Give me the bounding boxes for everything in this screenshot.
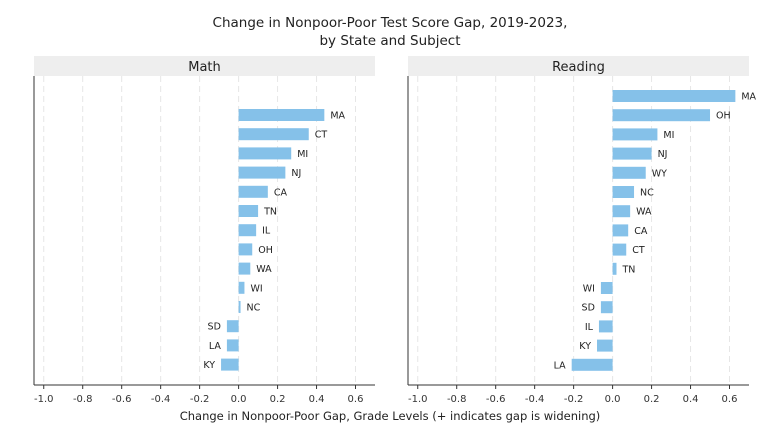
bar [238, 281, 245, 294]
bar [612, 166, 646, 179]
bar-label: CA [634, 226, 648, 237]
bar-label: NJ [291, 168, 301, 179]
bar [226, 339, 239, 352]
bar [238, 262, 251, 275]
bar [612, 205, 631, 218]
chart-title-line2: by State and Subject [319, 33, 460, 49]
panel-title: Math [188, 60, 221, 75]
bar-label: CT [315, 130, 328, 141]
bar-label: WA [256, 264, 272, 275]
bar [238, 166, 286, 179]
x-tick-label: 0.6 [722, 394, 738, 405]
bar-label: MA [741, 92, 756, 103]
bar-label: NC [640, 188, 654, 199]
bar [238, 205, 259, 217]
x-tick-label: -0.4 [525, 394, 545, 405]
bar-label: NC [247, 303, 261, 314]
bar [238, 109, 325, 121]
x-tick-label: -1.0 [34, 394, 54, 405]
bar [612, 109, 711, 122]
x-tick-label: -0.6 [486, 394, 506, 405]
x-tick-label: 0.0 [231, 394, 247, 405]
bar-label: WI [583, 284, 595, 295]
x-tick-label: -0.4 [151, 394, 171, 405]
bar [612, 90, 736, 102]
bar [597, 339, 613, 352]
x-tick-label: -1.0 [408, 394, 428, 405]
bar-label: MI [663, 130, 674, 141]
bar-label: MI [297, 149, 308, 160]
bar-label: SD [582, 303, 595, 314]
bar-label: MA [330, 111, 345, 122]
chart-title-line1: Change in Nonpoor-Poor Test Score Gap, 2… [213, 15, 568, 31]
panel-strip [34, 56, 375, 76]
bar [571, 358, 613, 371]
bar-label: LA [554, 360, 567, 371]
bar [612, 128, 658, 141]
bar-label: CA [274, 187, 288, 198]
x-tick-label: -0.8 [447, 394, 467, 405]
panels: Math-1.0 -0.8 -0.6 -0.4 -0.2 0.0 0.2 0.4 0.6MACT… [33, 56, 757, 405]
bar-label: IL [262, 226, 271, 237]
panel-math: Math -1.0 -0.8 -0.6 -0.4 -0.2 0.0 0.2 0.4 0.6 MACT… [33, 56, 375, 405]
bar [612, 186, 635, 198]
x-tick-label: 0.4 [309, 394, 325, 405]
bar [238, 128, 309, 141]
bar-label: IL [585, 322, 594, 333]
bar-label: OH [258, 245, 273, 256]
bar-label: TN [263, 207, 277, 218]
bar [612, 147, 652, 160]
bar [600, 282, 613, 294]
bar [221, 358, 239, 371]
bar [612, 224, 629, 237]
bar [226, 320, 239, 333]
x-tick-label: -0.6 [112, 394, 132, 405]
bar [598, 320, 613, 333]
bar [612, 243, 627, 256]
bar-label: OH [716, 111, 731, 122]
panel-title: Reading [552, 60, 605, 75]
x-tick-label: -0.2 [190, 394, 210, 405]
bar-label: NJ [658, 149, 668, 160]
bar-label: WY [652, 168, 667, 179]
x-tick-label: -0.2 [564, 394, 584, 405]
x-tick-label: 0.6 [348, 394, 364, 405]
bar [612, 262, 617, 275]
bar [600, 301, 613, 314]
panel-strip [408, 56, 749, 76]
bar-label: TN [621, 264, 635, 275]
x-tick-label: 0.2 [270, 394, 286, 405]
x-tick-label: 0.2 [644, 394, 660, 405]
bar [238, 147, 292, 160]
bar-label: WA [636, 207, 652, 218]
bar [238, 301, 241, 313]
bar [238, 243, 253, 256]
x-tick-label: 0.0 [605, 394, 621, 405]
bar-label: CT [632, 245, 645, 256]
bar [238, 224, 257, 237]
x-tick-label: -0.8 [73, 394, 93, 405]
x-tick-label: 0.4 [683, 394, 699, 405]
bar [238, 185, 268, 198]
bar-label: SD [208, 322, 221, 333]
bar-label: KY [579, 341, 591, 352]
bar-label: KY [203, 360, 215, 371]
panel-reading: Reading -1.0 -0.8 -0.6 -0.4 -0.2 0.0 0.2 0.4 0.6 M… [407, 56, 757, 405]
x-axis-label: Change in Nonpoor-Poor Gap, Grade Levels… [180, 409, 601, 423]
bar-label: WI [250, 283, 262, 294]
bar-label: LA [209, 341, 222, 352]
